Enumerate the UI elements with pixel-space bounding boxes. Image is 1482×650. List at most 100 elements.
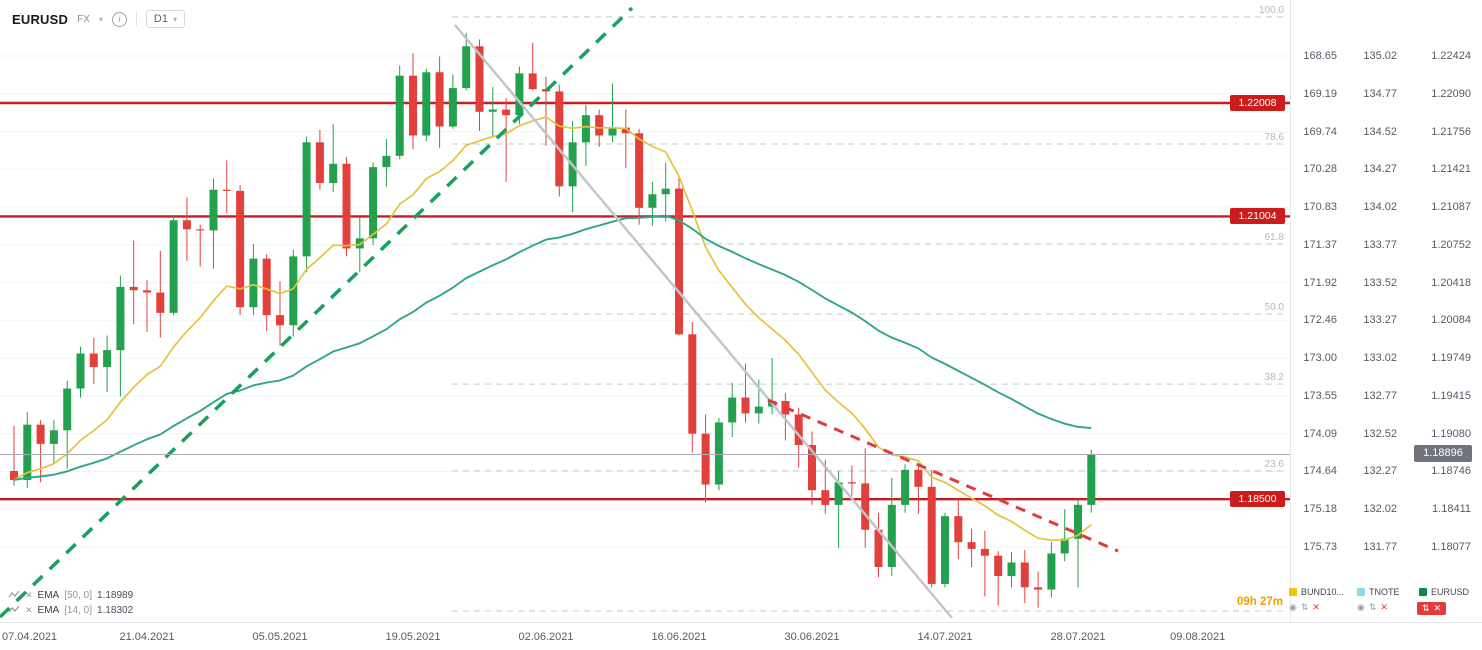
indicator-icon[interactable]	[8, 589, 20, 601]
candle-down	[808, 445, 816, 491]
y-axis-label: 134.77	[1363, 87, 1397, 100]
remove-overlay-icon[interactable]: ✕	[1312, 602, 1320, 612]
indicator-legend-ema14: ✕ EMA [14, 0] 1.18302	[8, 604, 133, 616]
overlay-chip-eurusd[interactable]: EURUSD	[1419, 587, 1469, 597]
candle-down	[821, 490, 830, 505]
indicator-params: [14, 0]	[64, 604, 93, 616]
price-level-badge: 1.21004	[1230, 208, 1285, 225]
remove-indicator-icon[interactable]: ✕	[25, 604, 33, 615]
uptrend-trendline	[0, 6, 634, 619]
remove-overlay-icon[interactable]: ✕	[1380, 602, 1388, 612]
y-axis-label: 171.37	[1303, 238, 1337, 251]
y-axis-row: 175.73 131.77 1.18077	[1291, 540, 1471, 554]
candle-down	[435, 72, 444, 127]
candle-up	[369, 167, 378, 239]
indicator-value: 1.18989	[97, 589, 134, 601]
y-axis-label: 1.20084	[1431, 314, 1471, 327]
y-axis-label: 1.21756	[1431, 125, 1471, 138]
candle-up	[941, 516, 949, 584]
y-axis-label: 174.09	[1303, 427, 1337, 440]
y-axis-row: 173.55 132.77 1.19415	[1291, 389, 1471, 403]
price-level-badge: 1.22008	[1230, 94, 1285, 111]
candle-up	[448, 88, 457, 127]
y-axis-label: 133.77	[1363, 238, 1397, 251]
candle-down	[914, 469, 923, 487]
candle-up	[661, 188, 670, 195]
candle-up	[834, 482, 843, 505]
y-axis-label: 1.18411	[1432, 503, 1471, 516]
candle-down	[143, 290, 151, 293]
scale-arrows-icon[interactable]: ⇅	[1422, 603, 1430, 613]
scale-arrows-icon[interactable]: ⇅	[1368, 602, 1377, 612]
candle-up	[581, 115, 590, 143]
candle-down	[980, 548, 989, 556]
y-axis-row: 172.46 133.27 1.20084	[1291, 313, 1471, 327]
indicator-name: EMA	[37, 589, 60, 601]
x-axis-label: 28.07.2021	[1050, 631, 1106, 643]
candle-up	[289, 256, 298, 326]
y-axis-label: 1.20418	[1431, 276, 1471, 289]
y-axis-label: 133.02	[1363, 352, 1397, 365]
remove-indicator-icon[interactable]: ✕	[25, 589, 33, 600]
y-axis-row: 170.83 134.02 1.21087	[1291, 200, 1471, 214]
candle-up	[169, 220, 178, 313]
y-axis-label: 1.19080	[1431, 427, 1471, 440]
candle-down	[542, 89, 550, 92]
overlay-name: TNOTE	[1369, 587, 1400, 597]
indicator-icon[interactable]	[8, 604, 20, 616]
remove-overlay-icon[interactable]: ✕	[1433, 603, 1442, 613]
symbol-button[interactable]: EURUSD	[12, 11, 69, 27]
y-axis-label: 133.52	[1363, 276, 1397, 289]
scale-arrows-icon[interactable]: ⇅	[1300, 602, 1309, 612]
candle-up	[1007, 562, 1016, 577]
candle-down	[741, 397, 750, 414]
candle-down	[847, 482, 856, 484]
candle-down	[927, 486, 936, 584]
candle-up	[302, 142, 311, 257]
visibility-icon[interactable]: ◉	[1357, 602, 1365, 612]
price-level-badge: 1.18500	[1230, 491, 1285, 508]
y-axis-label: 171.92	[1303, 276, 1337, 289]
y-axis-label: 1.19415	[1431, 389, 1471, 402]
series-color-swatch	[1357, 588, 1365, 596]
timeframe-button[interactable]: D1 ▾	[145, 10, 185, 28]
header-divider	[135, 12, 137, 26]
candle-down	[236, 190, 245, 308]
y-axis-label: 1.19749	[1431, 352, 1471, 365]
y-axis-row: 169.19 134.77 1.22090	[1291, 87, 1471, 101]
candle-down	[1020, 562, 1029, 588]
ema50-line	[13, 214, 1092, 481]
candle-down	[262, 258, 271, 316]
overlay-chip-bund10[interactable]: BUND10...	[1289, 587, 1344, 597]
candle-up	[728, 397, 737, 423]
y-axis-label: 173.55	[1303, 389, 1337, 402]
fib-label: 38.2	[1265, 372, 1285, 383]
candle-down	[222, 189, 231, 191]
fib-label: 50.0	[1265, 302, 1285, 313]
overlay-chip-tnote[interactable]: TNOTE	[1357, 587, 1400, 597]
candle-up	[648, 194, 657, 208]
chevron-down-icon: ▾	[172, 14, 177, 24]
candle-down	[874, 529, 883, 567]
candlestick-chart[interactable]: 100.0 78.6 61.8 50.0 38.2 23.6	[0, 0, 1290, 622]
candle-up	[63, 388, 72, 431]
active-overlay-controls[interactable]: ⇅ ✕	[1417, 602, 1447, 615]
price-axis[interactable]: 168.65 135.02 1.22424 169.19 134.77 1.22090 16…	[1290, 0, 1482, 622]
candle-down	[621, 127, 630, 134]
y-axis-label: 1.18077	[1431, 541, 1471, 553]
candle-down	[967, 542, 976, 549]
x-axis-label: 14.07.2021	[917, 631, 973, 643]
x-axis-label: 09.08.2021	[1170, 631, 1226, 643]
y-axis-label: 175.18	[1303, 503, 1337, 516]
y-axis-row: 170.28 134.27 1.21421	[1291, 162, 1471, 176]
overlay-name: EURUSD	[1431, 587, 1470, 597]
x-axis-label: 19.05.2021	[385, 631, 441, 643]
y-axis-label: 134.02	[1363, 201, 1397, 214]
candle-up	[714, 422, 723, 485]
y-axis-label: 135.02	[1363, 50, 1397, 62]
info-icon[interactable]: i	[111, 11, 127, 27]
time-axis[interactable]: 07.04.2021 21.04.2021 05.05.2021 19.05.2021…	[0, 622, 1482, 650]
visibility-icon[interactable]: ◉	[1289, 602, 1297, 612]
chevron-down-icon[interactable]: ▾	[98, 14, 103, 24]
downtrend-major-trendline	[454, 24, 953, 619]
